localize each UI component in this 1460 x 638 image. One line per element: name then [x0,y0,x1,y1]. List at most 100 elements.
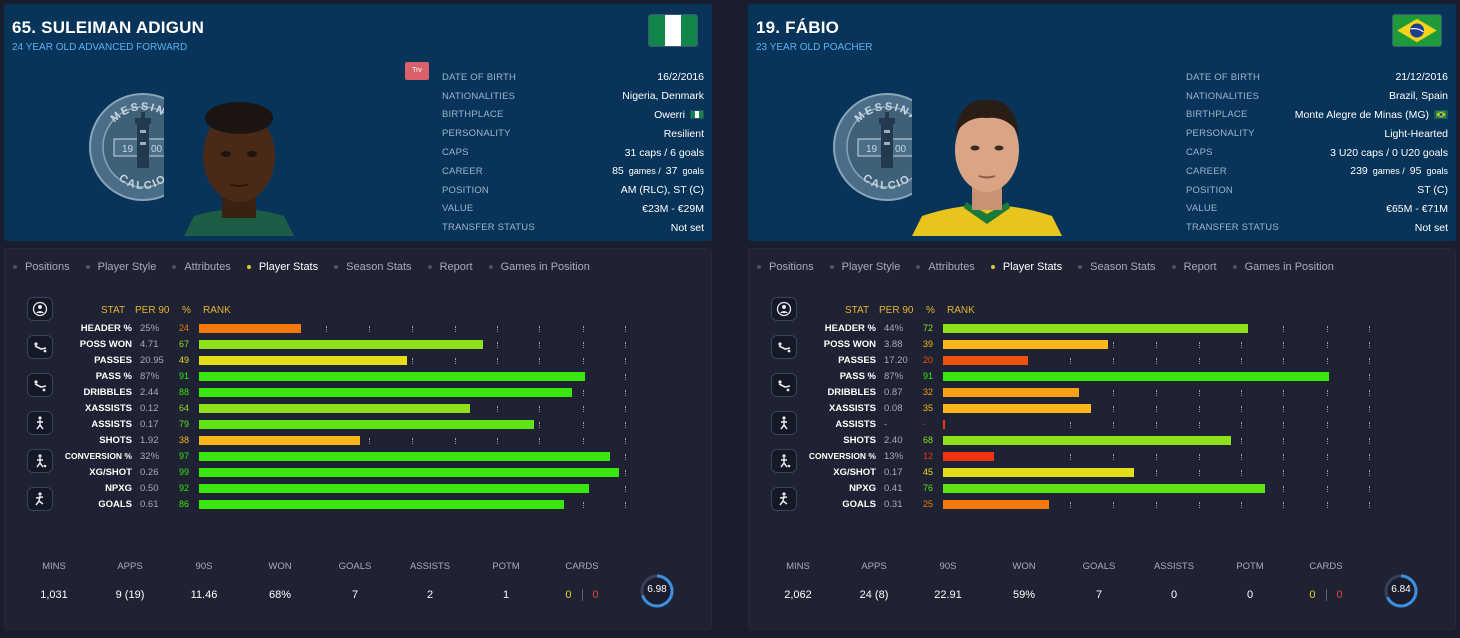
stat-row[interactable]: CONVERSION % 13% 12 [749,449,1457,465]
tab-season-stats[interactable]: Season Stats [1078,261,1156,273]
stat-row[interactable]: POSS WON 3.88 39 [749,337,1457,353]
rank-tick [1327,470,1328,476]
stat-row[interactable]: NPXG 0.50 92 [5,481,713,497]
stat-row[interactable]: ASSISTS 0.17 79 [5,417,713,433]
stat-per90: 0.61 [140,499,159,510]
summary-label: APPS [117,561,143,572]
stat-row[interactable]: PASS % 87% 91 [5,369,713,385]
red-cards: 0 [592,589,599,601]
trv-badge[interactable]: Trv [405,62,429,80]
tab-report[interactable]: Report [1171,261,1217,273]
stat-row[interactable]: GOALS 0.31 25 [749,497,1457,513]
info-value: Light-Hearted [1384,127,1448,140]
stat-row[interactable]: CONVERSION % 32% 97 [5,449,713,465]
stat-row[interactable]: HEADER % 44% 72 [749,321,1457,337]
rank-tick [625,374,626,380]
stat-row[interactable]: PASSES 20.95 49 [5,353,713,369]
tab-games-in-position[interactable]: Games in Position [488,261,590,273]
stat-rank-track [943,356,1370,366]
pass-icon[interactable] [27,411,53,435]
tackle-icon[interactable] [771,335,797,359]
tab-player-style[interactable]: Player Style [85,261,156,273]
tab-dot [85,265,90,269]
stat-row[interactable]: PASSES 17.20 20 [749,353,1457,369]
tab-report[interactable]: Report [427,261,473,273]
tab-attributes[interactable]: Attributes [916,261,975,273]
rank-tick [625,390,626,396]
stat-row[interactable]: GOALS 0.61 86 [5,497,713,513]
summary-value: 11.46 [190,589,218,601]
stat-row[interactable]: PASS % 87% 91 [749,369,1457,385]
stat-rank-bar [199,404,471,413]
rank-tick [1241,342,1242,348]
shoot-icon[interactable] [27,449,53,473]
rank-tick [1327,438,1328,444]
info-value: 16/2/2016 [657,71,704,84]
average-rating[interactable]: 6.84 [1383,573,1419,609]
brazil-flag-icon[interactable] [1392,14,1442,47]
stat-rank-bar [199,500,564,509]
summary-apps: APPS 9 (19) [95,561,165,601]
stat-rank-bar [199,420,534,429]
tab-games-in-position[interactable]: Games in Position [1232,261,1334,273]
info-value[interactable]: Monte Alegre de Minas (MG) [1295,109,1448,121]
player-name[interactable]: 65. SULEIMAN ADIGUN [12,18,205,37]
info-value[interactable]: Brazil, Spain [1389,90,1448,103]
stat-label: PASSES [838,355,876,366]
stat-row[interactable]: XG/SHOT 0.26 99 [5,465,713,481]
goal-icon[interactable] [27,487,53,511]
rank-tick [1369,470,1370,476]
tab-player-style[interactable]: Player Style [829,261,900,273]
tab-player-stats[interactable]: Player Stats [990,261,1062,273]
dribble-icon[interactable] [771,373,797,397]
stat-row[interactable]: SHOTS 2.40 68 [749,433,1457,449]
defending-icon[interactable] [771,297,797,321]
info-value[interactable]: Owerri [654,109,704,121]
rank-tick [1070,502,1071,508]
player-name[interactable]: 19. FÁBIO [756,18,840,37]
pass-icon[interactable] [771,411,797,435]
tab-positions[interactable]: Positions [13,261,70,273]
tackle-icon[interactable] [27,335,53,359]
cards-values: 0 0 [547,589,617,601]
stat-row[interactable]: HEADER % 25% 24 [5,321,713,337]
stat-row[interactable]: DRIBBLES 0.87 32 [749,385,1457,401]
stat-row[interactable]: POSS WON 4.71 67 [5,337,713,353]
stat-rank-track [943,420,1370,430]
tab-positions[interactable]: Positions [757,261,814,273]
rank-tick [1369,374,1370,380]
stat-row[interactable]: ASSISTS - - [749,417,1457,433]
stat-row[interactable]: SHOTS 1.92 38 [5,433,713,449]
average-rating[interactable]: 6.98 [639,573,675,609]
rank-tick [1241,390,1242,396]
rank-tick [1283,470,1284,476]
birthplace-text[interactable]: Owerri [654,108,685,121]
stat-row[interactable]: NPXG 0.41 76 [749,481,1457,497]
tab-season-stats[interactable]: Season Stats [334,261,412,273]
tab-player-stats[interactable]: Player Stats [246,261,318,273]
info-row-position: POSITION AM (RLC), ST (C) [442,181,704,200]
summary-mins: MINS 1,031 [19,561,89,601]
tab-attributes[interactable]: Attributes [172,261,231,273]
info-value[interactable]: Nigeria, Denmark [622,90,704,103]
stat-percentile: 88 [179,387,190,397]
info-value[interactable]: Not set [1414,221,1448,234]
stat-row[interactable]: DRIBBLES 2.44 88 [5,385,713,401]
stat-row[interactable]: XASSISTS 0.12 64 [5,401,713,417]
shoot-icon[interactable] [771,449,797,473]
info-value[interactable]: Not set [670,221,704,234]
tab-dot [172,265,177,269]
stat-rank-track [199,372,626,382]
summary-label: MINS [42,561,66,572]
rank-tick [1156,502,1157,508]
stat-row[interactable]: XASSISTS 0.08 35 [749,401,1457,417]
nigeria-flag-icon[interactable] [648,14,698,47]
defending-icon[interactable] [27,297,53,321]
summary-apps: APPS 24 (8) [839,561,909,601]
player-info-list: DATE OF BIRTH 16/2/2016 NATIONALITIES Ni… [442,68,704,237]
dribble-icon[interactable] [27,373,53,397]
stat-row[interactable]: XG/SHOT 0.17 45 [749,465,1457,481]
goal-icon[interactable] [771,487,797,511]
birthplace-text[interactable]: Monte Alegre de Minas (MG) [1294,108,1429,121]
tab-label: Positions [25,261,70,273]
